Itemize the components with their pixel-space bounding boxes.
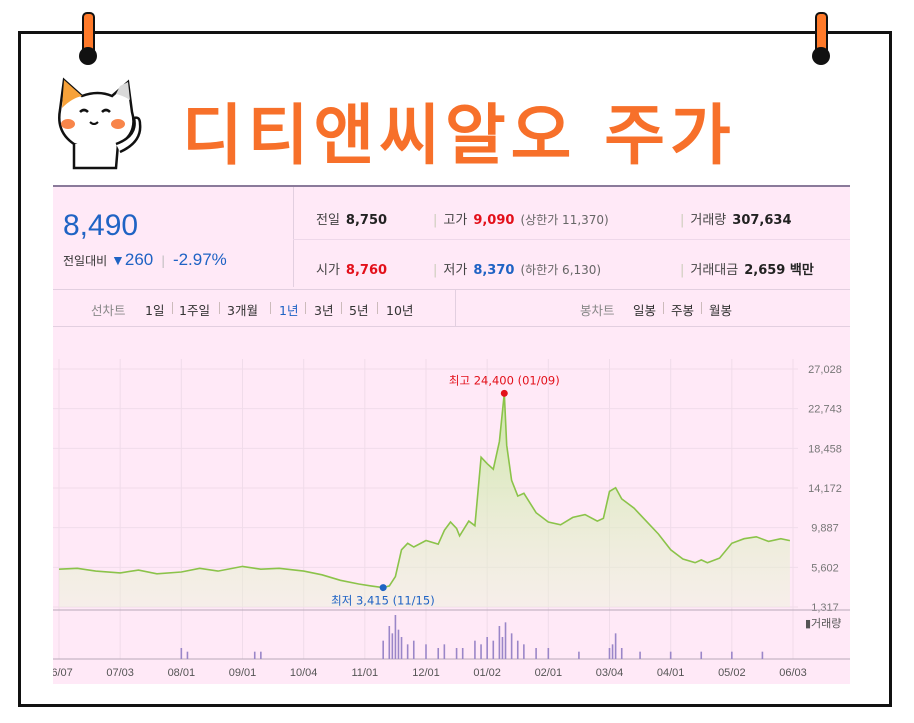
volume-bar [492, 640, 495, 659]
volume-bar [620, 648, 623, 659]
tab-period-10y[interactable]: 10년 [386, 303, 414, 318]
stock-panel: 8,490 전일대비 ▼260 | -2.97% 전일 8,750 시가 8,760… [53, 185, 850, 684]
volume-bar [260, 651, 262, 659]
high-annotation: 최고 24,400 (01/09) [449, 373, 560, 387]
candle-chart-label: 봉차트 [580, 303, 615, 318]
volume-bar [443, 644, 446, 659]
x-tick-label: 07/03 [106, 667, 134, 679]
x-tick-label: 06/03 [779, 667, 807, 679]
volume-bar [180, 648, 183, 659]
x-tick-label: 03/04 [596, 667, 624, 679]
y-tick-label: 9,887 [811, 523, 839, 535]
y-tick-label: 5,602 [811, 562, 839, 574]
tab-period-3y[interactable]: 3년 [314, 303, 334, 318]
volume-bar [669, 651, 672, 659]
volume-bar [388, 626, 391, 659]
volume-bar [412, 640, 415, 659]
change-arrow-icon: ▼ [111, 252, 125, 268]
volume-bar [437, 648, 440, 659]
change-value: 260 [124, 250, 154, 269]
open-price: 시가 8,760 [316, 263, 388, 278]
change-pct: -2.97% [172, 250, 227, 269]
tab-candle-monthly[interactable]: 월봉 [709, 303, 733, 318]
high-marker [500, 389, 508, 397]
line-chart-label: 선차트 [91, 303, 126, 318]
chart-tabs: 선차트 1일 1주일 3개월 1년 3년 5년 10년 봉차트 일봉 주봉 월봉 [53, 289, 850, 327]
tab-candle-daily[interactable]: 일봉 [633, 303, 657, 318]
volume-bar [382, 640, 384, 659]
volume-bar [480, 644, 482, 659]
left-pin-hole [79, 47, 97, 65]
y-tick-label: 27,028 [808, 364, 842, 376]
x-tick-label: 09/01 [229, 667, 257, 679]
low-annotation: 최저 3,415 (11/15) [331, 594, 435, 608]
price-summary: 8,490 전일대비 ▼260 | -2.97% [53, 187, 294, 287]
volume-bar [391, 633, 394, 659]
volume-bar [731, 651, 733, 659]
current-price: 8,490 [63, 209, 139, 242]
volume-bar [425, 644, 427, 659]
volume-bar [394, 615, 397, 659]
trade-amount: | 거래대금 2,659 백만 [680, 263, 814, 278]
volume-bar [547, 648, 550, 659]
x-tick-label: 05/02 [718, 667, 746, 679]
volume-bar [578, 651, 580, 659]
y-tick-label: 18,458 [808, 443, 842, 455]
volume-bar [400, 637, 403, 659]
x-tick-label: 04/01 [657, 667, 685, 679]
price-area [59, 393, 790, 607]
volume-bar [253, 651, 256, 659]
x-tick-label: 02/01 [535, 667, 563, 679]
summary-divider [293, 239, 850, 240]
volume-bar [397, 629, 400, 659]
cat-mascot-icon [58, 77, 142, 170]
volume-bar [516, 640, 519, 659]
page-title: 디티앤씨알오 주가 [182, 97, 736, 174]
volume-bar [523, 644, 525, 659]
y-tick-label: 1,317 [811, 602, 839, 614]
y-tick-label: 14,172 [808, 483, 842, 495]
volume-bar [700, 651, 703, 659]
x-tick-label: 11/01 [351, 667, 378, 679]
volume-bar [474, 640, 476, 659]
volume-bar [455, 648, 458, 659]
tab-period-3m[interactable]: 3개월 [227, 303, 258, 318]
volume-bar [608, 648, 611, 659]
volume-bar [461, 648, 464, 659]
low-marker [379, 584, 387, 592]
x-tick-label: 06/07 [53, 667, 73, 679]
volume-bar [611, 644, 614, 659]
x-tick-label: 10/04 [290, 667, 318, 679]
volume: | 거래량 307,634 [680, 213, 792, 228]
volume-bar [614, 633, 617, 659]
volume-bar [510, 633, 513, 659]
tab-period-1d[interactable]: 1일 [145, 303, 165, 318]
x-tick-label: 01/02 [473, 667, 501, 679]
low-price: | 저가 8,370 (하한가 6,130) [433, 263, 602, 278]
change-line: 전일대비 ▼260 | -2.97% [63, 250, 227, 269]
tab-period-1y[interactable]: 1년 [279, 303, 299, 318]
volume-bar [498, 626, 501, 659]
high-price: | 고가 9,090 (상한가 11,370) [433, 213, 609, 228]
volume-legend: ▮거래량 [805, 617, 841, 630]
prev-close: 전일 8,750 [316, 213, 388, 228]
volume-bar [406, 644, 409, 659]
volume-bar [186, 651, 189, 659]
right-pin-hole [812, 47, 830, 65]
y-tick-label: 22,743 [808, 404, 842, 416]
tab-candle-weekly[interactable]: 주봉 [671, 303, 695, 318]
x-tick-label: 12/01 [412, 667, 440, 679]
x-tick-label: 08/01 [168, 667, 196, 679]
price-line [58, 393, 791, 589]
volume-bar [639, 651, 641, 659]
volume-bar [504, 622, 507, 659]
volume-bar [761, 651, 764, 659]
volume-bar [501, 637, 504, 659]
price-chart: 27,028 22,743 18,458 14,172 9,887 5,602 1,317 0… [53, 359, 850, 679]
change-label: 전일대비 [63, 254, 108, 268]
tab-period-1w[interactable]: 1주일 [179, 303, 210, 318]
tab-period-5y[interactable]: 5년 [349, 303, 369, 318]
volume-bar [486, 637, 488, 659]
volume-bar [535, 648, 537, 659]
